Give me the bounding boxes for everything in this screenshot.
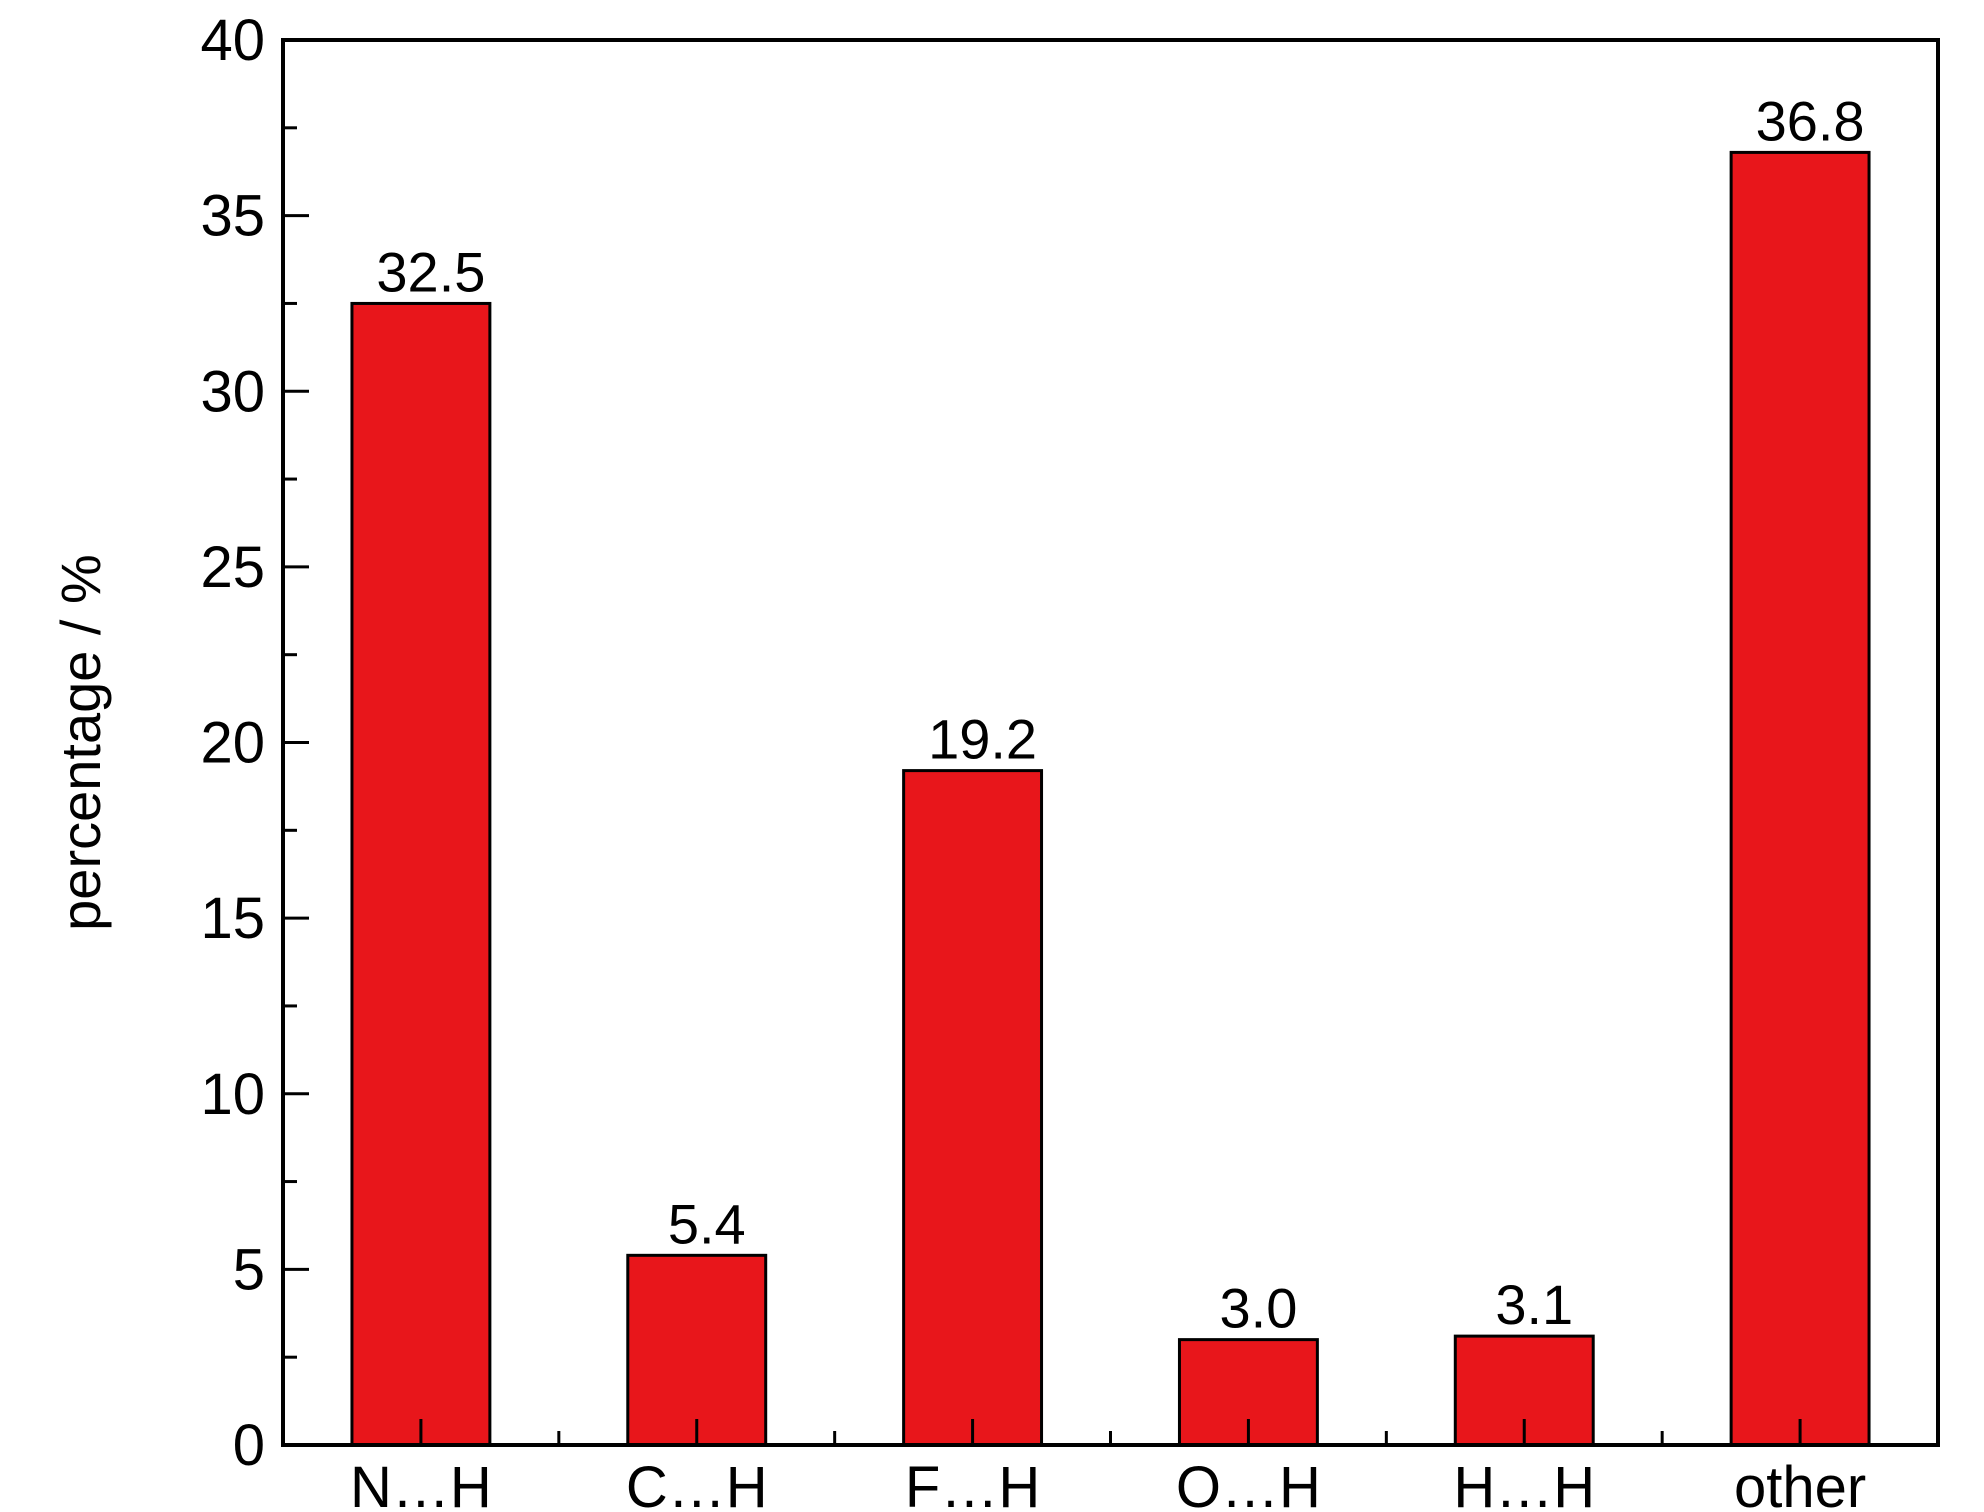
bar bbox=[350, 301, 492, 1447]
bar bbox=[626, 1253, 768, 1447]
bar-value-label: 3.0 bbox=[1219, 1277, 1297, 1340]
y-tick-label: 40 bbox=[200, 8, 265, 73]
plot-frame bbox=[281, 38, 1940, 1447]
x-category-label: other bbox=[1734, 1455, 1866, 1512]
bar-value-label: 32.5 bbox=[376, 240, 485, 303]
minor-ticks bbox=[283, 126, 297, 1359]
y-tick-label: 20 bbox=[200, 711, 265, 776]
y-axis-ticks bbox=[283, 38, 309, 1447]
y-tick-label: 5 bbox=[233, 1237, 265, 1302]
bar-value-label: 5.4 bbox=[668, 1192, 746, 1255]
y-tick-label: 0 bbox=[233, 1413, 265, 1478]
y-tick-label: 30 bbox=[200, 359, 265, 424]
x-category-label: H…H bbox=[1453, 1455, 1595, 1512]
y-tick-label: 25 bbox=[200, 535, 265, 600]
y-tick-label: 35 bbox=[200, 184, 265, 249]
x-axis-category-labels: N…H C…H F…H O…H H…H other bbox=[350, 1455, 1866, 1512]
bar-value-label: 3.1 bbox=[1495, 1273, 1573, 1336]
bar-value-label: 36.8 bbox=[1756, 89, 1865, 152]
y-tick-label: 10 bbox=[200, 1062, 265, 1127]
x-category-label: O…H bbox=[1176, 1455, 1321, 1512]
bar-value-labels: 32.5 5.4 19.2 3.0 3.1 36.8 bbox=[376, 89, 1864, 1339]
bar bbox=[902, 769, 1044, 1447]
y-axis-title: percentage / % bbox=[49, 554, 112, 931]
bar bbox=[1729, 150, 1871, 1447]
y-tick-label: 15 bbox=[200, 886, 265, 951]
bar-value-label: 19.2 bbox=[928, 708, 1037, 771]
x-category-label: F…H bbox=[905, 1455, 1040, 1512]
x-category-label: C…H bbox=[626, 1455, 768, 1512]
x-category-label: N…H bbox=[350, 1455, 492, 1512]
bars bbox=[350, 150, 1871, 1447]
y-axis-tick-labels: 0 5 10 15 20 25 30 35 40 bbox=[200, 8, 265, 1478]
